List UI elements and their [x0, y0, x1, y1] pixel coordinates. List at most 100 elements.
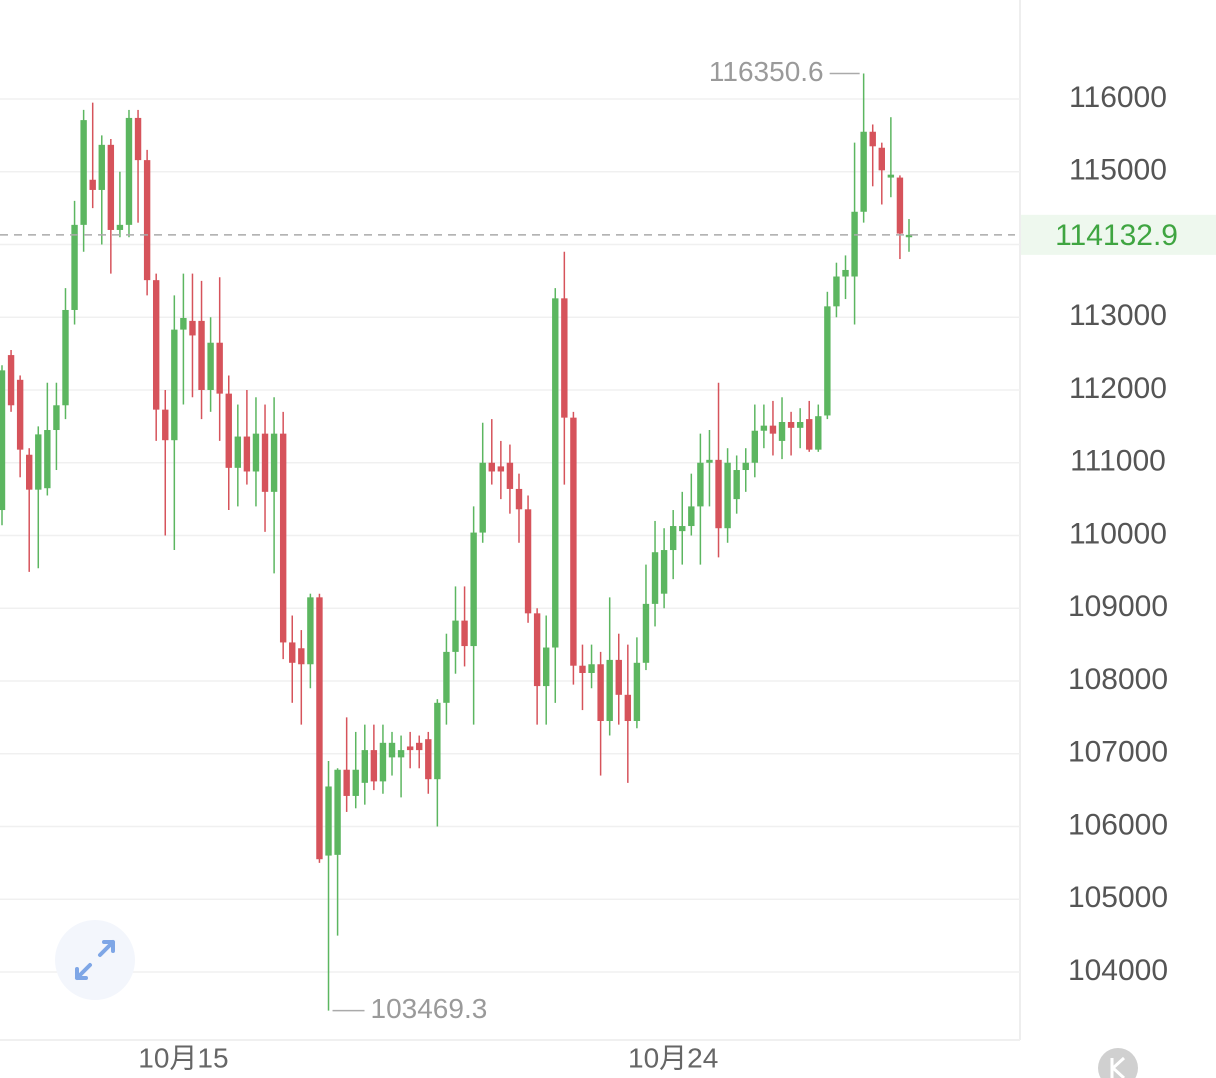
candle-body: [624, 694, 632, 722]
candle-body: [660, 550, 668, 594]
candle-body: [515, 488, 523, 510]
candle-body: [234, 436, 242, 468]
candle-body: [615, 659, 622, 695]
candle-body: [479, 462, 486, 533]
x-tick-label: 10月15: [138, 1042, 228, 1073]
candle-body: [833, 276, 840, 307]
candle-body: [397, 750, 405, 758]
y-tick-label: 111000: [1070, 445, 1166, 478]
candle-body: [552, 298, 559, 648]
y-tick-label: 110000: [1069, 517, 1167, 550]
candle-body: [0, 370, 6, 511]
expand-icon: [75, 940, 115, 980]
candle-body: [860, 131, 867, 212]
last-price-bg: [1021, 214, 1216, 255]
candle-body: [35, 434, 42, 490]
candle-body: [760, 425, 768, 431]
candle-body: [279, 433, 287, 643]
candle-body: [533, 613, 541, 687]
candle-body: [7, 355, 15, 406]
candle-body: [307, 597, 314, 665]
candle-body: [370, 750, 378, 782]
candle-body: [588, 664, 595, 673]
candle-body: [715, 459, 722, 529]
candle-body: [252, 433, 260, 472]
candle-body: [80, 120, 87, 225]
candle-body: [497, 466, 505, 472]
candle-body: [343, 769, 350, 796]
candle-body: [579, 665, 586, 673]
candle-body: [325, 786, 332, 856]
candle-body: [806, 419, 813, 450]
candle-body: [316, 597, 323, 860]
y-tick-label: 105000: [1068, 881, 1168, 914]
candle-body: [905, 234, 913, 238]
candle-body: [896, 177, 904, 234]
candle-body: [434, 702, 441, 780]
y-tick-label: 104000: [1068, 954, 1168, 987]
grid: 104000 105000 106000 107000 108000 109000 1100…: [0, 81, 1168, 1073]
candle-body: [606, 659, 613, 722]
candle-body: [470, 532, 477, 647]
candle-body: [261, 433, 269, 492]
candle-body: [198, 320, 205, 390]
candle-body: [143, 160, 151, 281]
candle-body: [851, 211, 858, 277]
y-tick-label: 108000: [1068, 663, 1168, 696]
candle-body: [506, 462, 514, 489]
max-label: 116350.6: [709, 56, 824, 87]
candle-body: [633, 662, 641, 722]
candle-body: [778, 422, 786, 441]
candle-body: [642, 603, 650, 663]
overlay: 116350.6 103469.3 114132.9: [0, 56, 1216, 1024]
candle-body: [62, 309, 69, 406]
expand-button-bg[interactable]: [55, 920, 135, 1000]
candle-body: [44, 430, 51, 489]
candle-body: [869, 131, 876, 147]
candle-body: [796, 422, 804, 428]
candle-body: [180, 317, 187, 330]
candle-body: [706, 459, 713, 463]
candle-body: [225, 393, 232, 468]
candle-body: [842, 269, 849, 277]
candle-body: [53, 405, 60, 431]
candle-body: [298, 648, 305, 665]
candle-body: [361, 750, 368, 783]
candle-body: [570, 417, 577, 666]
y-tick-label: 107000: [1068, 736, 1168, 769]
candle-body: [425, 739, 432, 780]
kline-button[interactable]: [1098, 1048, 1138, 1078]
candle-body: [216, 342, 223, 394]
candle-body: [651, 552, 659, 604]
candle-body: [751, 430, 759, 463]
candle-body: [461, 620, 468, 647]
candle-body: [207, 342, 214, 390]
candle-body: [697, 462, 704, 507]
candle-body: [243, 436, 251, 472]
candle-body: [89, 179, 96, 190]
expand-button[interactable]: [55, 920, 135, 1000]
y-tick-label: 115000: [1069, 154, 1167, 187]
candle-body: [352, 769, 359, 796]
candle-body: [878, 147, 885, 171]
candle-body: [669, 526, 677, 551]
y-tick-label: 113000: [1069, 299, 1167, 332]
candle-body: [152, 280, 160, 410]
candle-body: [815, 416, 822, 450]
candle-body: [26, 454, 33, 490]
candle-body: [379, 742, 387, 782]
candle-body: [162, 409, 169, 441]
candle-body: [171, 329, 178, 441]
candle-body: [116, 224, 124, 230]
candle-body: [107, 144, 115, 230]
candle-body: [270, 433, 278, 492]
candle-body: [524, 509, 532, 614]
candle-body: [887, 174, 895, 178]
last-price-label: 114132.9: [1055, 219, 1178, 252]
candle-body: [98, 144, 105, 190]
candle-body: [16, 379, 24, 450]
candle-body: [71, 224, 78, 310]
candle-body: [416, 742, 423, 751]
